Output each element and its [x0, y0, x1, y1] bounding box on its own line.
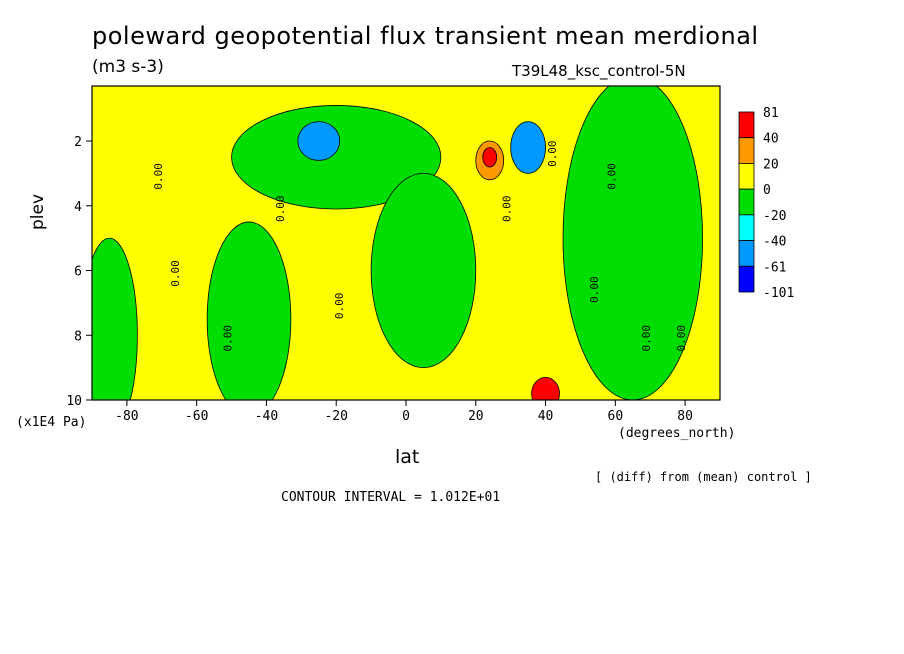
contour-label-1: 0.00 — [169, 260, 182, 287]
colorbar-swatch-4 — [738, 214, 755, 241]
colorbar-label-0: 81 — [763, 106, 779, 121]
y-tick-label-2: 6 — [74, 265, 82, 280]
contour-lines: 0.00 0.00 0.00 0.00 0.00 0.00 0.00 0.00 0.00 0.00… — [152, 140, 688, 351]
colorbar-swatch-5 — [738, 240, 755, 267]
x-tick-label-5: 20 — [468, 409, 484, 424]
x-axis-ticks: -80 -60 -40 -20 0 20 40 60 80 — [115, 400, 693, 424]
colorbar-label-5: -40 — [763, 235, 786, 250]
colorbar-swatch-2 — [738, 163, 755, 190]
diff-note: [ (diff) from (mean) control ] — [595, 470, 812, 484]
x-axis-units: (degrees_north) — [618, 426, 736, 441]
x-tick-label-1: -60 — [185, 409, 208, 424]
contour-region-6 — [482, 147, 498, 168]
contour-label-2: 0.00 — [222, 325, 235, 352]
chart-title: poleward geopotential flux transient mea… — [92, 22, 759, 50]
x-axis-label: lat — [395, 446, 420, 468]
contour-fields — [92, 86, 720, 400]
colorbar-swatch-0 — [738, 111, 755, 139]
contour-region-3 — [297, 121, 341, 161]
colorbar-swatch-1 — [738, 137, 755, 164]
contour-label-5: 0.00 — [501, 195, 514, 221]
y-tick-label-0: 2 — [74, 135, 82, 150]
contour-label-10: 0.00 — [675, 325, 688, 352]
colorbar-label-4: -20 — [763, 209, 786, 224]
colorbar-swatch-3 — [738, 188, 755, 216]
y-tick-label-3: 8 — [74, 329, 82, 344]
y-axis-ticks: 2 4 6 8 10 — [66, 135, 92, 409]
contour-interval: CONTOUR INTERVAL = 1.012E+01 — [281, 490, 501, 505]
x-tick-label-7: 60 — [608, 409, 624, 424]
colorbar-label-2: 20 — [763, 157, 779, 172]
x-tick-label-8: 80 — [677, 409, 693, 424]
run-label: T39L48_ksc_control-5N — [512, 62, 686, 80]
contour-label-9: 0.00 — [640, 325, 653, 352]
colorbar-label-1: 40 — [763, 132, 779, 147]
contour-region-9 — [531, 376, 560, 400]
y-tick-label-4: 10 — [66, 394, 82, 409]
x-tick-label-4: 0 — [402, 409, 410, 424]
contour-region-4 — [370, 173, 477, 369]
colorbar: 81 40 20 0 -20 -40 -61 -101 — [738, 106, 794, 301]
colorbar-label-7: -101 — [763, 286, 794, 301]
contour-region-2 — [231, 105, 442, 210]
x-tick-label-2: -40 — [255, 409, 278, 424]
y-tick-label-1: 4 — [74, 200, 82, 215]
colorbar-swatch-6 — [738, 265, 755, 293]
contour-region-8 — [510, 121, 546, 174]
contour-label-0: 0.00 — [152, 163, 165, 190]
x-tick-label-6: 40 — [538, 409, 554, 424]
y-axis-units: (x1E4 Pa) — [16, 415, 87, 430]
x-tick-label-3: -20 — [324, 409, 347, 424]
contour-label-7: 0.00 — [588, 276, 601, 303]
contour-label-8: 0.00 — [605, 163, 618, 190]
contour-region-0 — [92, 237, 138, 400]
contour-label-6: 0.00 — [546, 140, 559, 167]
contour-label-3: 0.00 — [274, 195, 287, 222]
x-tick-label-0: -80 — [115, 409, 138, 424]
contour-region-7 — [562, 86, 703, 400]
colorbar-label-3: 0 — [763, 183, 771, 198]
colorbar-label-6: -61 — [763, 260, 786, 275]
chart-units: (m3 s-3) — [92, 57, 164, 77]
contour-label-4: 0.00 — [333, 293, 346, 320]
contour-region-1 — [206, 221, 292, 400]
